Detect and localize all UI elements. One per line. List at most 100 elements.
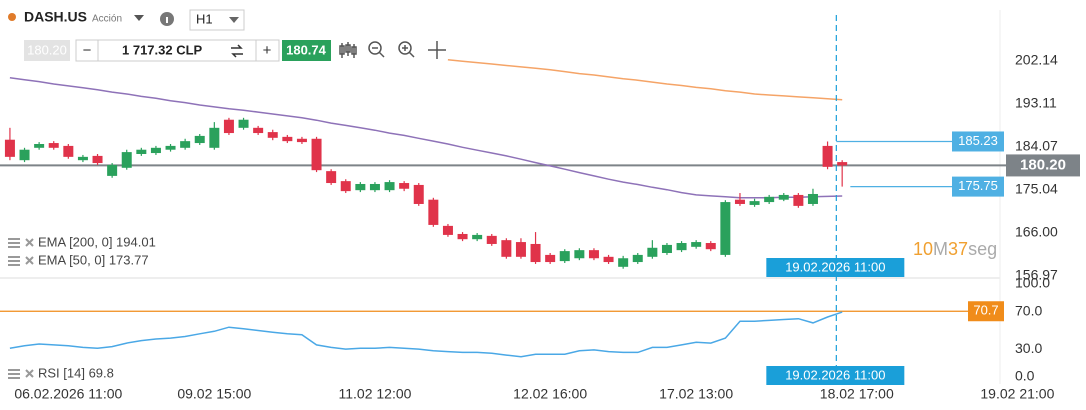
y-tick-label: 100.0	[1015, 275, 1050, 291]
candle-body	[77, 156, 88, 161]
candle-body	[209, 127, 220, 148]
y-tick-label: 175.04	[1015, 181, 1058, 197]
candle-body	[837, 162, 848, 166]
legend-rsi: RSI [14] 69.8	[38, 365, 114, 380]
pan-icon[interactable]	[428, 41, 446, 59]
candle-body	[19, 149, 30, 161]
candle-body	[530, 243, 541, 263]
current-price-box	[1006, 154, 1080, 177]
bid-box[interactable]	[24, 40, 70, 61]
price-marker-label: 175.75	[958, 178, 998, 193]
timeframe-select[interactable]	[189, 9, 245, 31]
y-tick-label: 30.0	[1015, 340, 1042, 356]
rsi-line	[9, 311, 843, 358]
candle-body	[34, 144, 45, 148]
legend-close-icons[interactable]	[25, 238, 34, 378]
candle-body	[282, 136, 293, 142]
candle-body	[647, 247, 658, 257]
zoom-in-icon[interactable]	[398, 41, 415, 58]
price-marker-box	[952, 176, 1004, 197]
candle-body	[369, 183, 380, 191]
candle-body	[603, 256, 614, 263]
candle-body	[413, 184, 424, 204]
candle-body	[457, 233, 468, 240]
price-marker-box	[952, 131, 1004, 152]
current-price-label: 180.20	[1020, 156, 1066, 173]
ask: 180.74	[286, 42, 327, 57]
crosshair-date-box	[766, 258, 905, 277]
candle-body	[63, 145, 74, 157]
plus-button[interactable]: +	[263, 42, 272, 59]
info-icon-glyph	[166, 17, 168, 23]
rsi-level-box	[968, 301, 1004, 322]
rsi-level-label: 70.7	[973, 303, 998, 318]
candle-body	[515, 242, 526, 257]
candle-body	[180, 141, 191, 148]
candle-body	[632, 254, 643, 263]
countdown-part: 37	[948, 239, 968, 259]
candle-body	[486, 235, 497, 244]
legend-ema50: EMA [50, 0] 173.77	[38, 252, 149, 267]
timeframe: H1	[196, 11, 213, 26]
amount-box[interactable]	[75, 39, 280, 62]
swap-icon[interactable]	[231, 44, 243, 58]
candle-body	[442, 225, 453, 235]
countdown-part: seg	[968, 239, 997, 259]
candle-body	[749, 201, 760, 205]
crosshair-date-box	[766, 366, 905, 385]
candle-body	[559, 251, 570, 262]
price-marker-label: 185.23	[958, 133, 998, 148]
bid: 180.20	[27, 42, 67, 57]
candle-body	[311, 138, 322, 171]
candle-body	[4, 139, 15, 157]
ask-box[interactable]	[282, 40, 331, 61]
x-tick-label: 11.02 12:00	[338, 386, 411, 402]
y-tick-label: 70.0	[1015, 303, 1042, 319]
status-dot	[8, 13, 16, 21]
x-tick-label: 18.02 17:00	[820, 386, 894, 402]
chart-type-icon[interactable]	[339, 42, 357, 58]
minus-button[interactable]: −	[83, 42, 92, 59]
candle-body	[676, 243, 687, 251]
symbol-dropdown[interactable]	[134, 15, 144, 21]
candle-body	[720, 202, 731, 255]
candle-body	[691, 242, 702, 247]
candle-body	[340, 181, 351, 192]
candle-body	[267, 132, 278, 138]
asset-type: Acción	[92, 14, 122, 25]
candle-body	[705, 243, 716, 250]
x-tick-label: 09.02 15:00	[177, 386, 251, 402]
candle-body	[355, 183, 366, 191]
candle-body	[661, 244, 672, 254]
candle-body	[384, 182, 395, 191]
x-tick-label: 17.02 13:00	[659, 386, 733, 402]
candle-body	[734, 199, 745, 204]
candle-body	[472, 234, 483, 240]
candle-body	[764, 196, 775, 203]
x-tick-label: 12.02 16:00	[513, 386, 587, 402]
zoom-out-icon[interactable]	[368, 41, 385, 58]
candle-body	[150, 147, 161, 154]
candle-body	[588, 250, 599, 259]
y-tick-label: 184.07	[1015, 138, 1058, 154]
crosshair-date: 19.02.2026 11:00	[785, 367, 885, 382]
y-tick-label: 156.97	[1015, 267, 1058, 283]
candle-body	[807, 193, 818, 204]
ema-line	[447, 58, 843, 101]
symbol[interactable]: DASH.US	[24, 9, 87, 25]
candle-body	[92, 155, 103, 164]
candle-body	[48, 143, 59, 148]
legend-icons	[8, 238, 20, 379]
candle-body	[618, 258, 629, 267]
countdown: 10M37seg	[913, 239, 997, 259]
countdown-part: 10	[913, 239, 933, 259]
candle-body	[107, 164, 118, 176]
y-tick-label: 0.0	[1015, 368, 1035, 384]
timeframe-dropdown	[229, 17, 239, 23]
candle-body	[296, 138, 307, 143]
amount: 1 717.32 CLP	[122, 42, 203, 57]
candle-body	[574, 250, 585, 259]
x-tick-label: 19.02 21:00	[980, 386, 1054, 402]
